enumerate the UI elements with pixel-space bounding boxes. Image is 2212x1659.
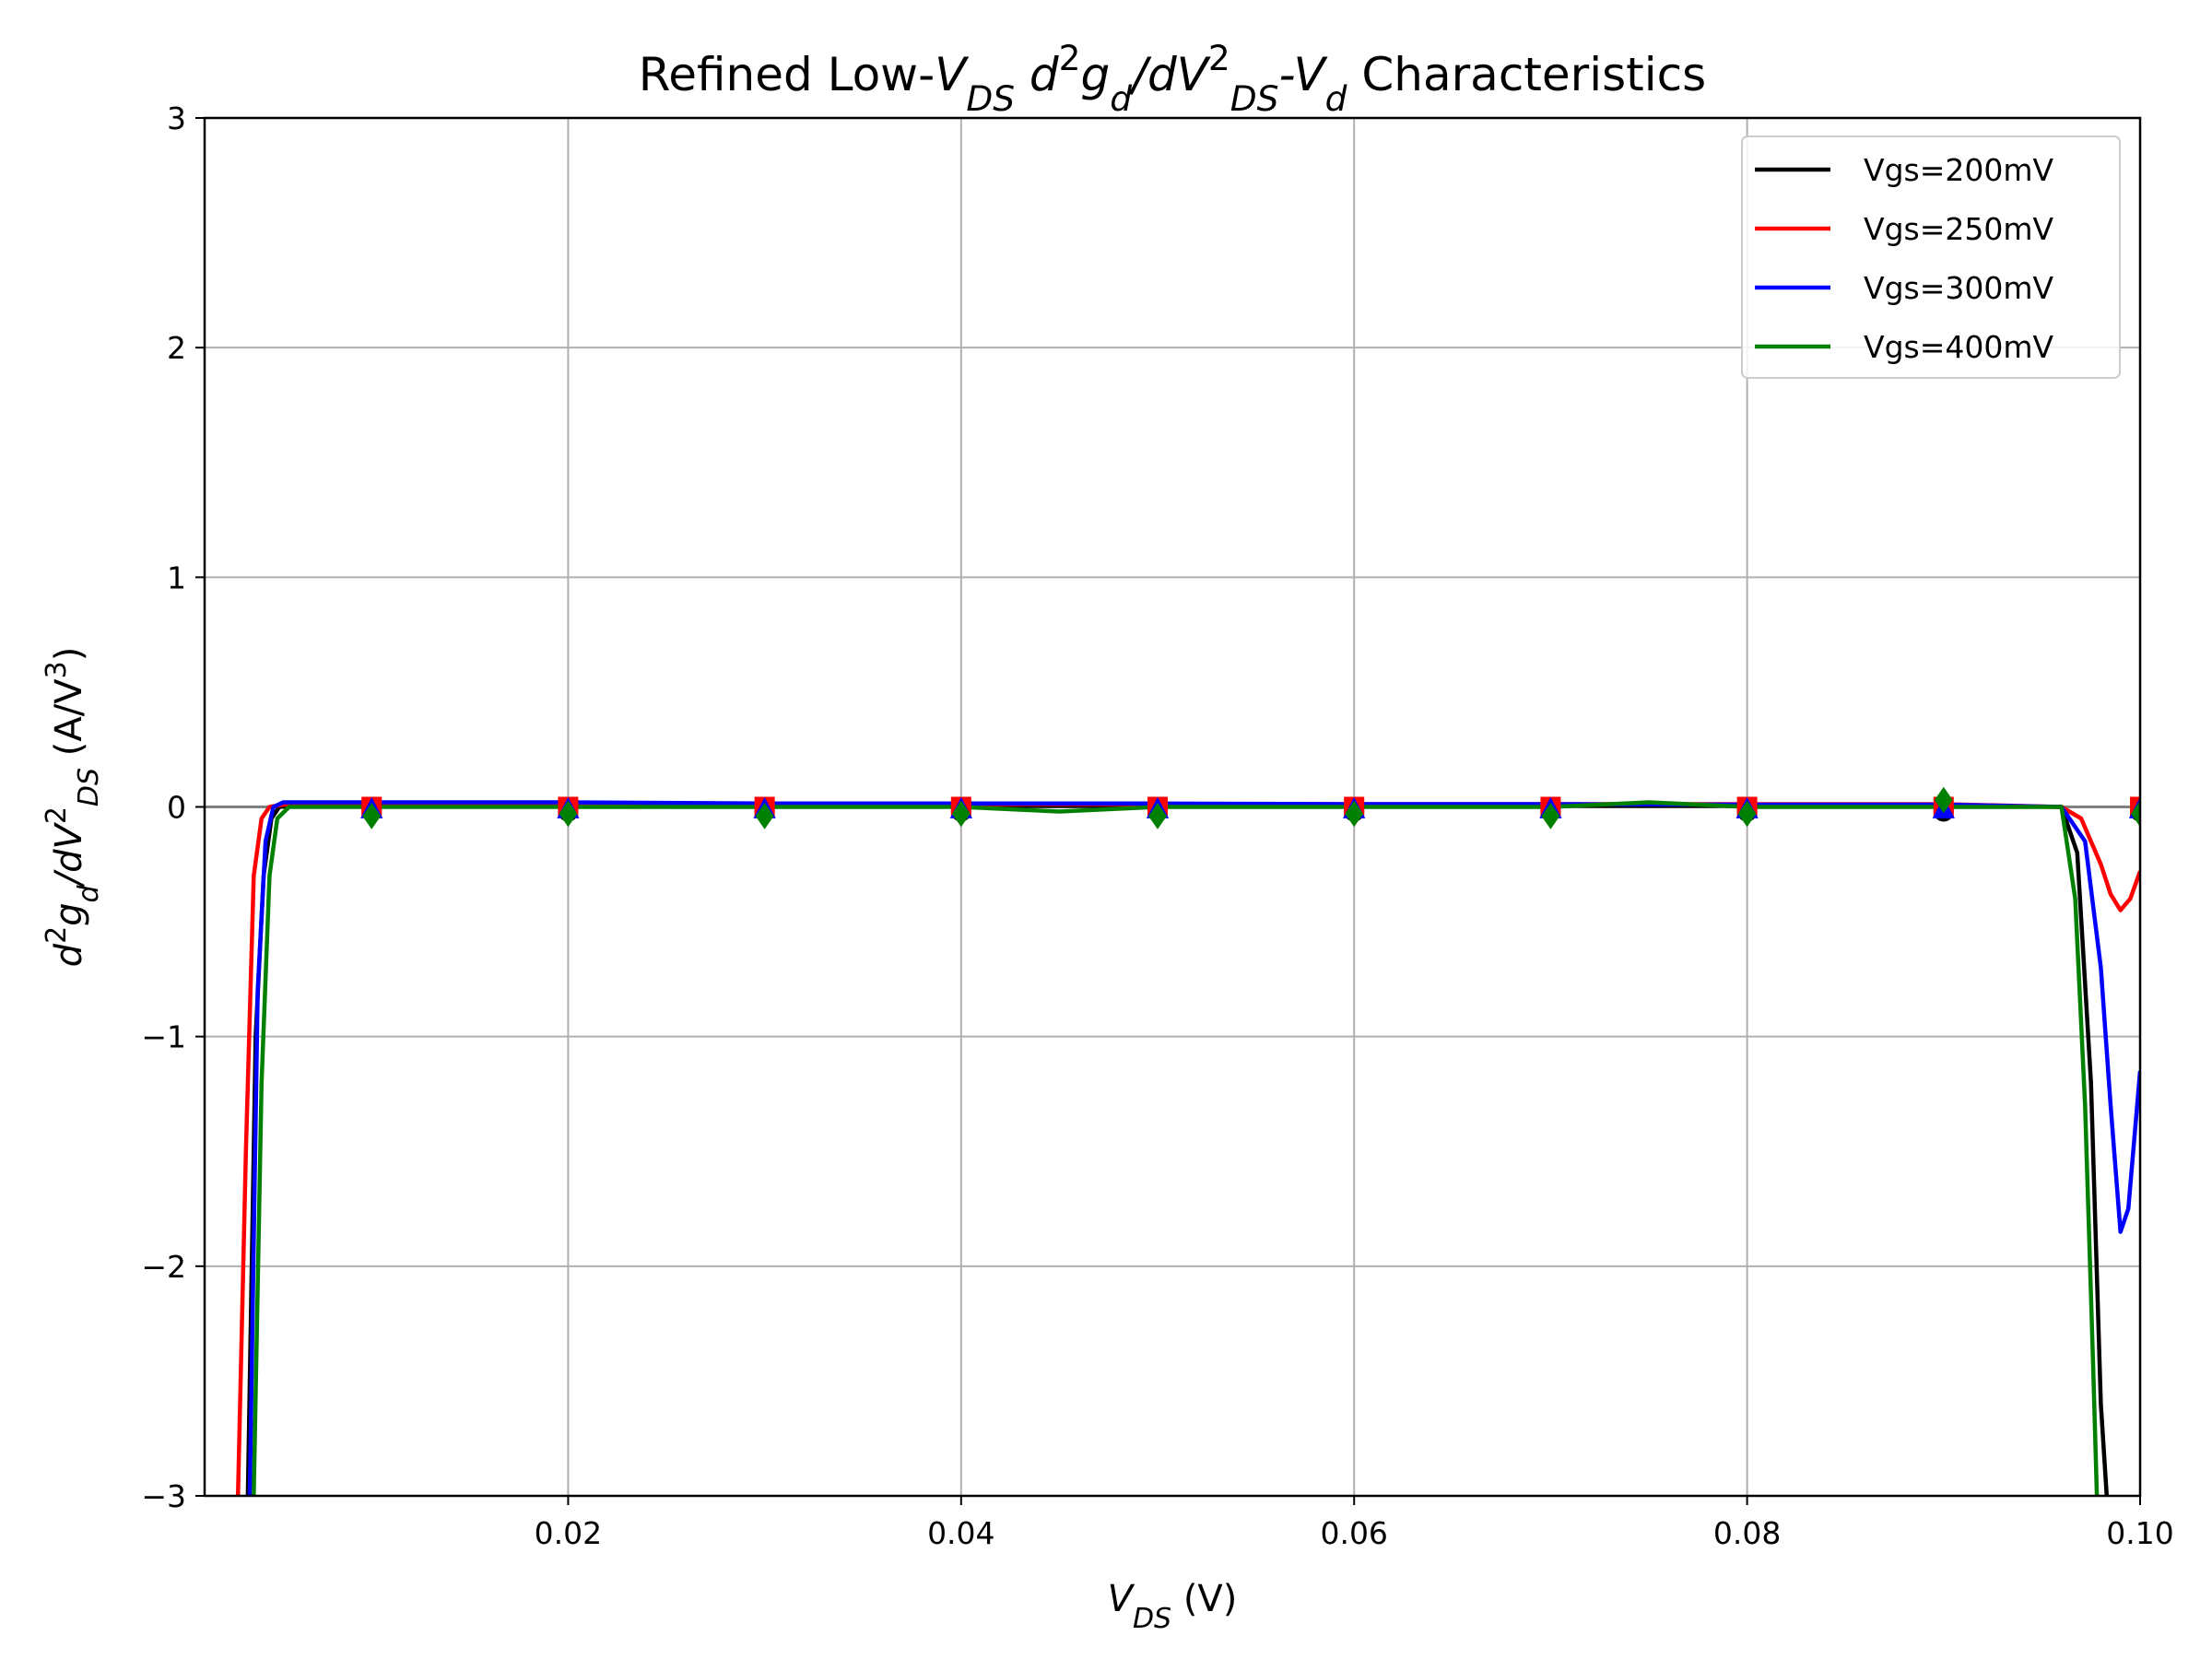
chart-title-part: 2: [1059, 38, 1081, 78]
y-axis-label-part: 2: [41, 806, 73, 824]
data-point: [1345, 800, 1364, 828]
y-tick-label: 3: [167, 100, 186, 136]
x-tick-label: 0.02: [535, 1515, 602, 1551]
y-axis-label-part: d: [48, 943, 90, 967]
y-axis-label-part: g: [48, 902, 90, 925]
y-tick-label: 0: [167, 790, 186, 826]
data-point: [755, 803, 774, 830]
y-axis-label-part: ): [48, 647, 90, 662]
chart-title-part: d: [1110, 78, 1132, 119]
data-point: [1148, 803, 1167, 830]
x-tick-label: 0.06: [1320, 1515, 1387, 1551]
x-axis-label: VDS (V): [1108, 1578, 1238, 1635]
y-tick-label: −1: [141, 1019, 186, 1055]
y-axis-label: d2gd/dV2DS (A/V3): [41, 647, 105, 968]
y-tick-label: −3: [141, 1478, 186, 1514]
chart-title-part: -V: [1278, 48, 1328, 101]
data-point: [951, 800, 971, 828]
x-tick-label: 0.08: [1713, 1515, 1781, 1551]
legend-label-2: Vgs=250mV: [1864, 211, 2053, 247]
chart-title-part: g: [1081, 48, 1111, 101]
legend-label-4: Vgs=400mV: [1864, 329, 2053, 365]
chart-title-part: d: [1325, 78, 1347, 119]
chart-title-part: DS: [966, 78, 1015, 119]
data-point: [1541, 803, 1560, 830]
chart-title: Refined Low-VDS d2gd/dV2DS-Vd Characteri…: [639, 38, 1706, 119]
chart-title-part: /dV: [1128, 48, 1212, 101]
x-axis-label-part: DS: [1133, 1603, 1171, 1635]
x-tick-label: 0.10: [2106, 1515, 2173, 1551]
data-point: [559, 800, 578, 828]
data-point: [2131, 800, 2140, 828]
data-point: [1737, 800, 1757, 828]
y-axis-label-part: /dV: [48, 822, 90, 888]
y-tick-label: 1: [167, 559, 186, 595]
legend: Vgs=200mV Vgs=250mV Vgs=300mV Vgs=400mV: [1741, 135, 2121, 379]
axes: [195, 116, 2142, 1505]
chart-title-part: 2: [1208, 38, 1230, 78]
chart-title-part: Refined Low-: [639, 48, 935, 101]
legend-label-3: Vgs=300mV: [1864, 270, 2053, 306]
data-point: [1934, 786, 1953, 814]
chart-title-part: V: [935, 48, 970, 101]
y-tick-label: 2: [167, 330, 186, 366]
y-tick-label: −2: [141, 1249, 186, 1285]
labels: 0.02 0.04 0.06 0.08 0.10 −3 −2 −1 0 1 2 3 Refined Lo…: [41, 38, 2174, 1635]
x-axis-label-part: V: [1108, 1578, 1135, 1620]
data-point: [362, 803, 382, 830]
y-axis-label-part: (A/V: [48, 678, 90, 768]
x-tick-label: 0.04: [927, 1515, 994, 1551]
chart-title-part: Characteristics: [1347, 48, 1706, 101]
x-axis-label-part: (V): [1171, 1578, 1237, 1620]
chart-title-part: d: [1015, 48, 1059, 101]
legend-label-1: Vgs=200mV: [1864, 152, 2053, 188]
y-axis-label-part: DS: [73, 768, 105, 806]
legend-box: [1741, 135, 2121, 379]
y-axis-label-part: 2: [41, 926, 73, 944]
chart-title-part: DS: [1230, 78, 1279, 119]
y-axis-label-part: 3: [41, 661, 73, 678]
plot-area: [235, 786, 2140, 1496]
y-axis-label-part: d: [73, 884, 105, 902]
